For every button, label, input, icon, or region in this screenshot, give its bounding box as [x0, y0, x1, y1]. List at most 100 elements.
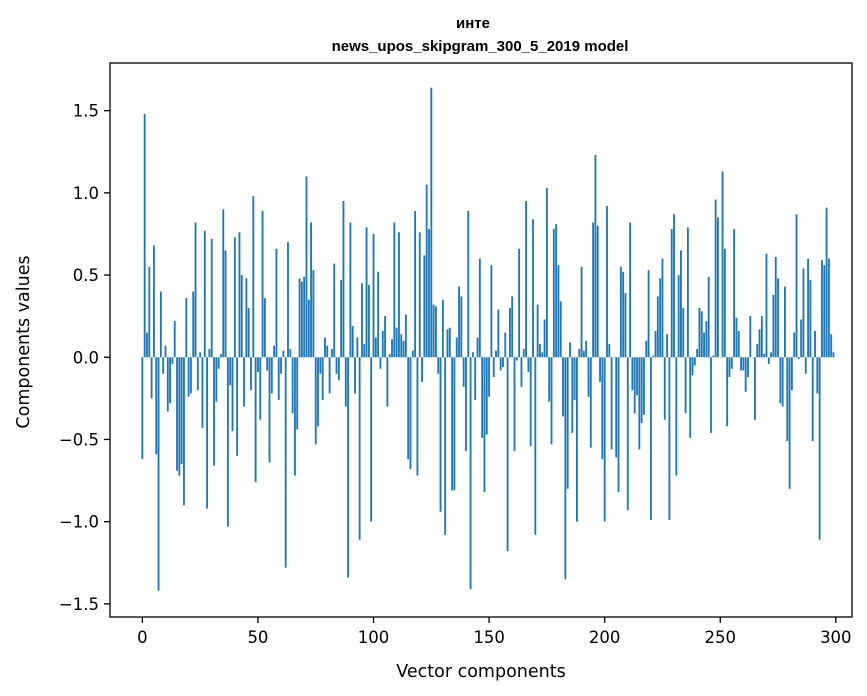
bar-171 — [536, 304, 539, 358]
bar-89 — [347, 357, 350, 578]
bar-262 — [747, 357, 749, 377]
bar-101 — [374, 337, 377, 358]
bar-231 — [675, 357, 678, 476]
bar-255 — [730, 357, 733, 369]
bar-91 — [351, 326, 354, 358]
bar-213 — [633, 357, 636, 414]
bar-137 — [458, 286, 460, 358]
bar-224 — [659, 278, 662, 358]
bar-82 — [330, 349, 333, 358]
bar-243 — [703, 332, 705, 358]
bar-43 — [240, 275, 243, 358]
bar-233 — [680, 250, 682, 358]
bar-102 — [377, 271, 380, 358]
y-tick-label-0: −1.5 — [59, 595, 99, 614]
bar-281 — [790, 357, 793, 391]
bar-195 — [592, 222, 595, 358]
bar-185 — [569, 342, 571, 358]
bar-229 — [670, 229, 673, 358]
bar-37 — [226, 357, 229, 527]
bar-219 — [647, 270, 650, 358]
bar-69 — [300, 281, 303, 358]
bar-87 — [342, 201, 345, 358]
plot-frame — [109, 62, 853, 618]
bar-48 — [252, 196, 255, 358]
bar-157 — [504, 332, 507, 358]
bar-10 — [164, 345, 167, 358]
bar-266 — [756, 344, 759, 358]
bar-21 — [189, 357, 192, 394]
bar-181 — [559, 301, 562, 358]
bar-96 — [363, 344, 366, 358]
bar-14 — [173, 321, 176, 358]
bar-99 — [370, 357, 373, 522]
bar-19 — [185, 298, 188, 358]
bar-234 — [682, 307, 685, 358]
bar-20 — [187, 357, 190, 397]
bar-75 — [314, 357, 317, 445]
bar-268 — [760, 316, 763, 358]
bar-38 — [229, 357, 232, 386]
bar-33 — [217, 357, 220, 369]
bar-156 — [502, 357, 504, 368]
bar-35 — [222, 209, 225, 358]
bar-74 — [312, 270, 315, 358]
bar-151 — [490, 265, 493, 358]
bar-60 — [280, 357, 282, 374]
bar-297 — [827, 258, 830, 358]
bar-227 — [666, 334, 668, 358]
bar-97 — [365, 227, 368, 358]
bar-121 — [421, 357, 423, 382]
bar-294 — [821, 260, 823, 358]
bar-26 — [201, 357, 204, 428]
bar-112 — [400, 334, 403, 358]
bar-53 — [263, 298, 266, 358]
bar-284 — [797, 357, 800, 359]
bar-193 — [587, 357, 590, 397]
bar-139 — [462, 357, 465, 387]
bar-150 — [488, 357, 491, 397]
bar-254 — [728, 357, 731, 377]
bar-51 — [259, 357, 262, 420]
bar-0 — [141, 357, 144, 460]
bar-274 — [774, 256, 777, 358]
bar-239 — [693, 357, 696, 366]
bar-263 — [749, 316, 752, 358]
bar-70 — [303, 276, 306, 358]
bar-169 — [532, 219, 534, 358]
bar-164 — [520, 357, 523, 387]
bar-148 — [483, 357, 486, 493]
bar-98 — [367, 284, 370, 358]
bar-32 — [215, 357, 218, 402]
bar-189 — [578, 349, 581, 358]
bar-145 — [476, 337, 479, 358]
bar-128 — [437, 357, 440, 374]
bar-289 — [809, 280, 812, 358]
bar-127 — [435, 306, 437, 358]
bar-165 — [522, 349, 525, 358]
bar-29 — [208, 349, 211, 358]
bar-192 — [585, 340, 588, 358]
bar-175 — [545, 187, 548, 358]
bar-28 — [206, 357, 209, 509]
bar-81 — [328, 357, 331, 394]
bar-105 — [384, 316, 386, 358]
bar-24 — [196, 357, 199, 391]
bar-61 — [282, 350, 285, 358]
bar-290 — [811, 357, 814, 442]
bar-110 — [395, 327, 398, 358]
bar-11 — [166, 357, 169, 412]
bar-132 — [446, 329, 449, 358]
y-axis-ticks: −1.5 −1.0 −0.5 0.0 0.5 1.0 1.5 — [59, 102, 110, 614]
bar-85 — [337, 357, 340, 381]
chart-title-line1: инте — [456, 15, 490, 32]
bar-158 — [506, 357, 509, 552]
bar-295 — [823, 265, 826, 358]
bar-285 — [800, 319, 803, 358]
bar-240 — [696, 349, 699, 358]
bar-78 — [321, 357, 324, 400]
bar-183 — [564, 357, 567, 580]
bar-236 — [686, 227, 689, 358]
bar-147 — [481, 357, 484, 438]
bar-186 — [571, 357, 574, 433]
